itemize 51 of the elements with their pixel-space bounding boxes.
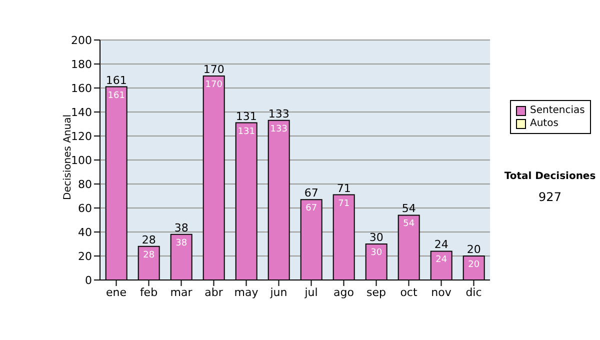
- data-label: 20: [468, 260, 480, 270]
- text: Total Decisiones: [503, 171, 597, 182]
- total-label: 20: [466, 243, 481, 256]
- x-tick-label: mar: [170, 286, 193, 299]
- total-label: 131: [236, 110, 257, 123]
- total-label: 54: [402, 202, 416, 216]
- y-tick-label: 160: [71, 82, 92, 95]
- data-label: 24: [436, 255, 448, 266]
- y-tick-label: 140: [71, 106, 92, 119]
- data-label: 28: [143, 250, 155, 260]
- total-label: 30: [369, 231, 384, 244]
- data-label: 54: [403, 219, 415, 230]
- y-tick-label: 0: [85, 274, 92, 287]
- x-tick-label: sep: [366, 286, 386, 299]
- x-tick-label: jun: [269, 286, 288, 299]
- legend-label: Autos: [530, 117, 558, 130]
- x-tick-label: feb: [140, 286, 158, 299]
- data-label: 161: [108, 90, 125, 101]
- x-tick-label: ago: [334, 286, 354, 299]
- x-tick-label: nov: [431, 286, 452, 299]
- y-tick-label: 20: [78, 250, 92, 263]
- data-label: 38: [176, 238, 188, 248]
- y-tick-label: 100: [71, 154, 92, 167]
- x-tick-label: may: [234, 286, 259, 299]
- data-label: 71: [338, 198, 350, 209]
- x-tick-label: ene: [106, 286, 127, 299]
- total-label: 71: [336, 182, 351, 195]
- total-label: 24: [434, 238, 448, 252]
- y-tick-label: 80: [78, 178, 92, 191]
- x-tick-label: oct: [400, 286, 418, 299]
- total-label: 133: [268, 107, 290, 120]
- text: 927: [538, 190, 562, 204]
- data-label: 131: [238, 126, 255, 137]
- x-tick-label: abr: [204, 286, 224, 299]
- y-tick-label: 40: [78, 226, 92, 239]
- total-label: 38: [174, 221, 188, 234]
- data-label: 67: [306, 204, 318, 214]
- y-tick-label: 120: [71, 130, 92, 143]
- total-label: 67: [304, 186, 318, 200]
- x-tick-label: dic: [466, 286, 482, 299]
- total-label: 161: [106, 74, 127, 87]
- y-tick-label: 180: [71, 58, 92, 71]
- x-tick-label: jul: [304, 286, 318, 299]
- data-label: 133: [270, 124, 288, 134]
- data-label: 30: [370, 248, 382, 258]
- total-label: 170: [203, 63, 224, 76]
- y-tick-label: 60: [78, 202, 92, 215]
- y-tick-label: 200: [71, 34, 92, 47]
- total-label: 28: [142, 233, 156, 246]
- data-label: 170: [205, 80, 223, 90]
- legend-label: Sentencias: [530, 104, 585, 117]
